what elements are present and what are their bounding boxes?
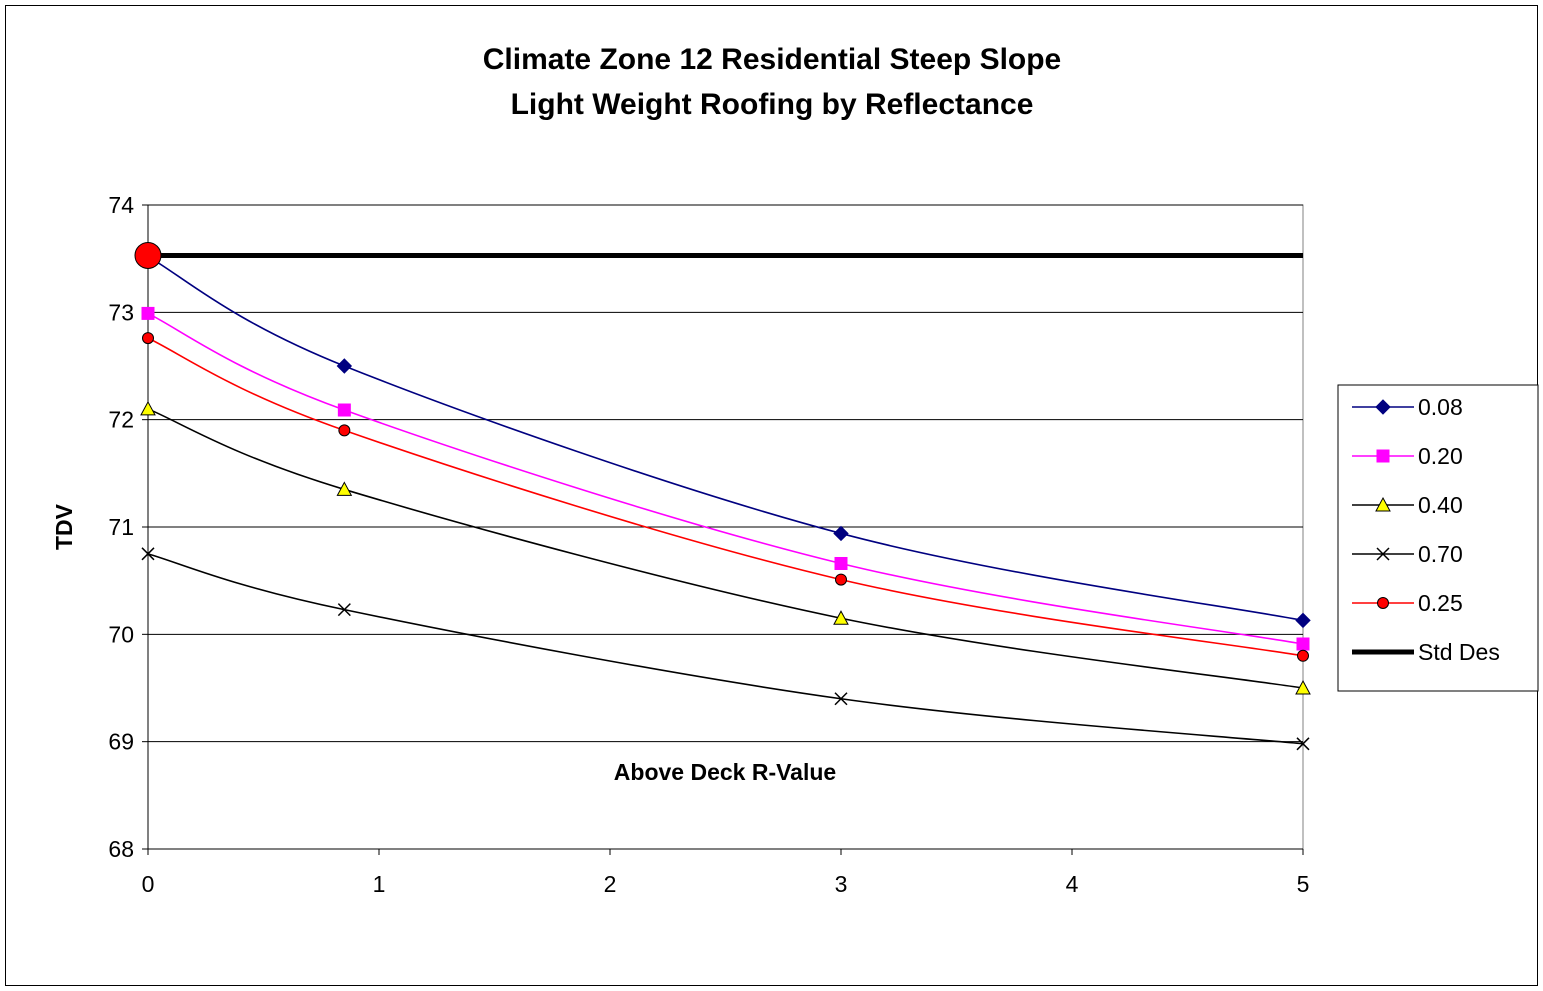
legend-marker-0-20 xyxy=(1376,449,1390,463)
marker-0-08-3 xyxy=(1295,612,1311,629)
series-line-0-25 xyxy=(147,337,1304,657)
legend-marker-0-70-stroke-b xyxy=(1376,547,1390,561)
gridlines xyxy=(148,204,1303,743)
series-line-0-40 xyxy=(147,408,1304,689)
marker-0-20-1 xyxy=(337,403,351,417)
series-line-0-08 xyxy=(147,255,1304,622)
x-tick-label-0: 0 xyxy=(142,871,155,897)
legend-marker-0-25 xyxy=(1377,597,1389,609)
series-line-0-70 xyxy=(147,553,1304,745)
marker-0-25-0 xyxy=(142,332,154,345)
marker-0-20-0 xyxy=(141,306,155,320)
legend-marker-0-08 xyxy=(1375,399,1391,415)
marker-0-70-0-stroke-b xyxy=(141,547,155,561)
y-tick-label-71: 71 xyxy=(108,514,134,540)
highlight-point-std-des xyxy=(134,241,162,269)
x-tick-label-2: 2 xyxy=(604,871,617,897)
legend-label-0-20: 0.20 xyxy=(1418,443,1463,469)
legend-label-0-40: 0.40 xyxy=(1418,492,1463,518)
marker-0-70-2-stroke-b xyxy=(834,692,848,706)
legend: 0.08 0.20 0.40 0.70 0.25 Std Des xyxy=(1337,384,1539,692)
x-tick-label-4: 4 xyxy=(1066,871,1079,897)
marker-0-70-3 xyxy=(1296,737,1310,751)
y-tick-label-73: 73 xyxy=(108,299,134,325)
marker-0-08-2 xyxy=(833,525,849,542)
x-axis-label: Above Deck R-Value xyxy=(614,759,836,785)
y-tick-label-72: 72 xyxy=(108,407,134,433)
legend-label-std-des: Std Des xyxy=(1418,639,1500,665)
x-tick-label-1: 1 xyxy=(373,871,386,897)
y-axis-label: TDV xyxy=(51,503,77,550)
marker-0-70-2 xyxy=(834,692,848,706)
x-tick-label-5: 5 xyxy=(1297,871,1310,897)
marker-0-40-0 xyxy=(140,400,156,416)
series-lines xyxy=(147,252,1304,745)
y-tick-label-68: 68 xyxy=(108,836,134,862)
series-line-0-20 xyxy=(147,312,1304,645)
chart-title-line-2: Light Weight Roofing by Reflectance xyxy=(511,88,1034,121)
y-tick-label-69: 69 xyxy=(108,729,134,755)
chart-title-line-1: Climate Zone 12 Residential Steep Slope xyxy=(483,43,1062,76)
marker-0-20-2 xyxy=(834,556,848,570)
marker-0-25-2 xyxy=(835,573,847,586)
marker-0-70-0 xyxy=(141,547,155,561)
marker-0-40-2 xyxy=(833,610,849,625)
y-tick-label-74: 74 xyxy=(108,192,134,218)
y-axis-ticks: 68 69 70 71 72 73 74 xyxy=(108,192,149,862)
legend-label-0-25: 0.25 xyxy=(1418,590,1463,616)
legend-marker-0-70 xyxy=(1376,547,1390,561)
marker-0-08-1 xyxy=(336,358,353,374)
x-tick-label-3: 3 xyxy=(835,871,848,897)
legend-label-0-70: 0.70 xyxy=(1418,541,1463,567)
y-tick-label-70: 70 xyxy=(108,621,134,647)
marker-0-20-3 xyxy=(1296,637,1310,651)
marker-0-25-3 xyxy=(1297,649,1309,662)
series-markers xyxy=(134,241,1311,751)
legend-label-0-08: 0.08 xyxy=(1418,394,1463,420)
marker-0-25-1 xyxy=(338,424,351,437)
x-axis-ticks: 0 1 2 3 4 5 xyxy=(142,848,1310,897)
marker-0-70-3-stroke-b xyxy=(1296,737,1310,751)
chart-title: Climate Zone 12 Residential Steep Slope … xyxy=(483,43,1062,121)
marker-0-40-1 xyxy=(336,481,353,496)
legend-box xyxy=(1337,384,1539,692)
marker-0-70-1-stroke-b xyxy=(337,603,351,617)
marker-0-70-1 xyxy=(337,603,351,617)
marker-0-40-3 xyxy=(1295,679,1311,695)
legend-marker-0-40 xyxy=(1375,496,1391,512)
